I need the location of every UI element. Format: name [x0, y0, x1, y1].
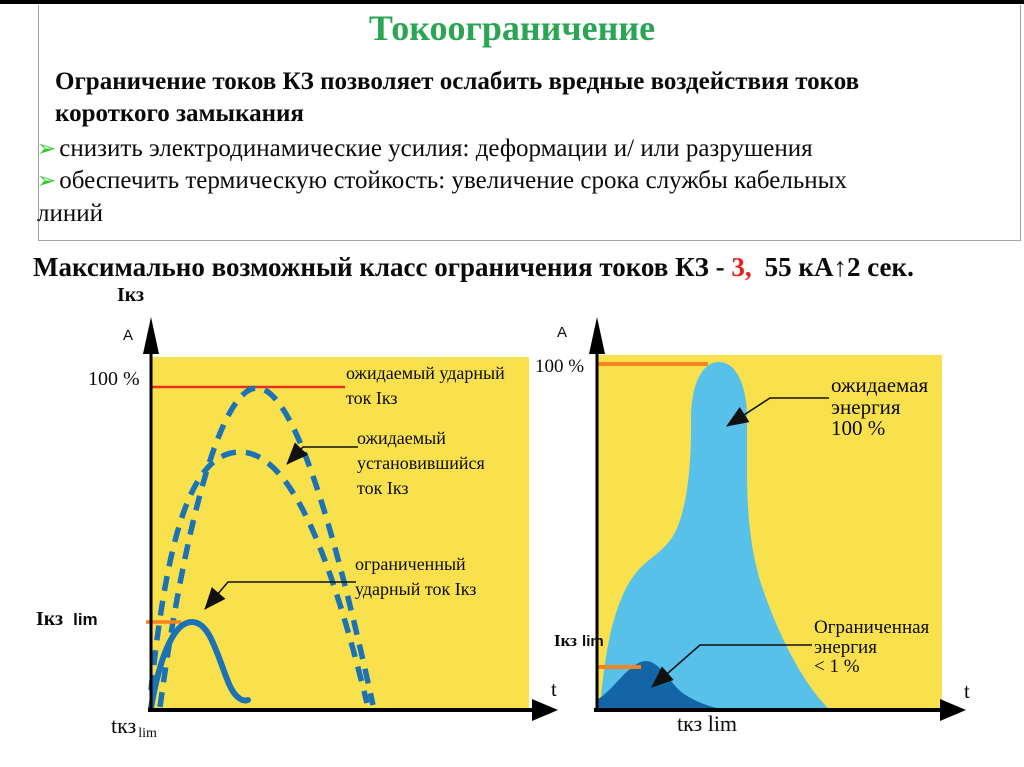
limited-energy-label: Ограниченная энергия < 1 % [814, 617, 930, 677]
right-y-axis-unit: A [557, 324, 568, 341]
max-class-prefix: Максимально возможный класс ограничения … [33, 252, 732, 282]
bullet-item-2-overflow: линий [37, 200, 103, 227]
steady-current-callout-arrow [286, 442, 358, 465]
limited-peak-current-label: ограниченный ударный ток Iкз [355, 554, 477, 599]
prospective-steady-current-curve [148, 449, 370, 704]
left-x-axis-arrow [532, 699, 558, 721]
expected-energy-callout-arrow [726, 397, 829, 427]
left-y-axis-unit: A [123, 327, 134, 344]
right-x-axis-arrow [940, 699, 966, 721]
limited-current-callout-arrow [204, 581, 356, 610]
slide-top-border [0, 0, 1024, 4]
bullet-item-1-text: снизить электродинамические усилия: дефо… [59, 135, 813, 162]
prospective-peak-current-curve [157, 385, 376, 708]
expected-energy-label: ожидаемая энергия 100 % [831, 373, 929, 440]
max-class-statement: Максимально возможный класс ограничения … [33, 252, 914, 283]
expected-steady-current-label: ожидаемый установившийся ток Iкз [357, 428, 485, 498]
right-t-axis-label: t [964, 679, 970, 703]
page-title: Токоограничение [368, 8, 656, 48]
left-100-percent-label: 100 % [88, 368, 140, 390]
right-tkz-lim-label: tкз lim [677, 711, 738, 736]
right-chart [589, 317, 966, 721]
max-class-value: 3, [731, 252, 752, 282]
limited-energy-callout-arrow [651, 644, 812, 688]
right-y-axis-arrow [589, 317, 605, 354]
expected-energy-area [600, 362, 829, 709]
left-chart-plot-area [150, 357, 529, 710]
bullet-arrow-icon: ➢ [37, 136, 57, 161]
intro-bold-line-2: короткого замыкания [55, 100, 304, 127]
bullet-arrow-icon: ➢ [37, 168, 57, 193]
intro-bold-line-1: Ограничение токов КЗ позволяет ослабить … [55, 68, 860, 95]
right-100-percent-label: 100 % [535, 356, 585, 377]
bullet-item-2: ➢ обеспечить термическую стойкость: увели… [37, 167, 847, 195]
max-class-suffix: 55 кА↑2 сек. [764, 252, 914, 282]
left-chart [143, 317, 558, 721]
bullet-item-1: ➢ снизить электродинамические усилия: деф… [37, 135, 813, 163]
left-y-axis-arrow [143, 317, 159, 354]
bullet-item-2-text: обеспечить термическую стойкость: увелич… [59, 167, 847, 194]
left-tkz-lim-label: tкз lim [111, 713, 157, 741]
expected-peak-current-label: ожидаемый ударный ток Iкз [346, 363, 505, 408]
left-t-axis-label: t [551, 677, 557, 701]
left-y-axis-title: Iкз [117, 284, 145, 306]
right-ikz-lim-label: Iкз lim [554, 631, 604, 650]
intro-text-frame [38, 5, 1021, 241]
limited-peak-current-curve [148, 618, 251, 711]
left-ikz-lim-label: Iкз lim [36, 608, 98, 630]
